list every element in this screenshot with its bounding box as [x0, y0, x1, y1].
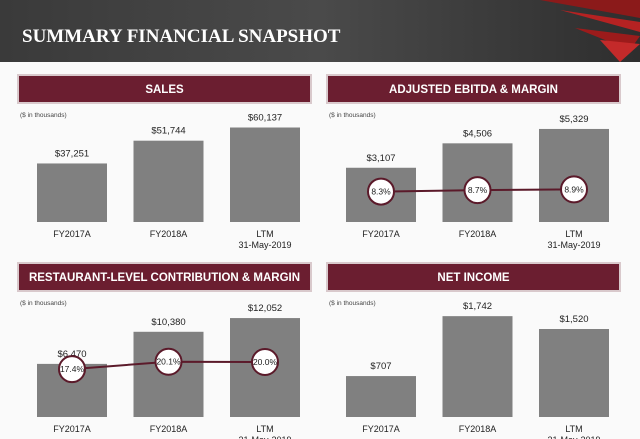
margin-label: 20.1%: [156, 357, 181, 367]
panel-header: [17, 262, 312, 292]
value-label: $707: [370, 361, 391, 372]
chart-panel: RESTAURANT-LEVEL CONTRIBUTION & MARGIN ($…: [17, 262, 312, 439]
value-label: $6,470: [57, 349, 86, 360]
chart-panel: SALES ($ in thousands) FY2017A FY2018A LTM 31…: [17, 74, 312, 250]
x-tick-label: FY2017A: [362, 424, 400, 434]
bar: [37, 163, 107, 222]
chart-subtitle: ($ in thousands): [20, 300, 67, 307]
chart-title: SALES: [145, 84, 184, 96]
margin-label: 8.9%: [564, 184, 584, 194]
margin-marker: [251, 348, 279, 376]
value-label: $1,742: [463, 301, 492, 312]
margin-marker: [58, 355, 86, 384]
x-tick-label: FY2018A: [150, 229, 188, 239]
x-tick-label: FY2017A: [53, 424, 91, 434]
chart-subtitle: ($ in thousands): [329, 112, 376, 119]
x-tick-label: FY2018A: [459, 424, 497, 434]
margin-label: 8.3%: [371, 187, 391, 197]
header-band: [0, 0, 640, 62]
panel-header: [326, 74, 621, 104]
bar: [442, 316, 513, 417]
value-label: $4,506: [463, 128, 492, 139]
bar: [346, 376, 416, 417]
chart-subtitle: ($ in thousands): [329, 300, 376, 307]
margin-marker: [154, 347, 183, 376]
value-label: $10,380: [151, 317, 185, 328]
chart-subtitle: ($ in thousands): [20, 112, 67, 119]
margin-marker: [463, 176, 492, 205]
chart-panel: NET INCOME ($ in thousands) FY2017A FY2018A…: [326, 262, 621, 439]
x-tick-label: FY2017A: [53, 229, 91, 239]
margin-label: 8.7%: [468, 185, 488, 195]
x-tick-label: FY2017A: [362, 229, 400, 239]
value-label: $1,520: [559, 314, 588, 325]
chart-panel: ADJUSTED EBITDA & MARGIN ($ in thousands)…: [326, 74, 621, 250]
page-title: SUMMARY FINANCIAL SNAPSHOT: [22, 26, 341, 47]
margin-marker: [560, 175, 588, 204]
value-label: $3,107: [366, 153, 395, 164]
margin-label: 17.4%: [60, 364, 85, 374]
panel-header: [326, 262, 621, 292]
panel-header: [17, 74, 312, 104]
x-tick-label: FY2018A: [459, 229, 497, 239]
value-label: $60,137: [248, 112, 282, 123]
bar: [133, 140, 204, 222]
chart-title: ADJUSTED EBITDA & MARGIN: [389, 84, 558, 96]
value-label: $51,744: [151, 126, 185, 137]
value-label: $12,052: [248, 303, 282, 314]
chart-title: NET INCOME: [437, 272, 510, 284]
bar: [230, 127, 300, 222]
logo-slashes: [540, 0, 640, 62]
value-label: $5,329: [559, 114, 588, 125]
chart-title: RESTAURANT-LEVEL CONTRIBUTION & MARGIN: [29, 272, 300, 284]
margin-label: 20.0%: [253, 357, 278, 367]
value-label: $37,251: [55, 148, 89, 159]
margin-marker: [367, 177, 395, 206]
bar: [539, 329, 609, 417]
x-tick-label: FY2018A: [150, 424, 188, 434]
